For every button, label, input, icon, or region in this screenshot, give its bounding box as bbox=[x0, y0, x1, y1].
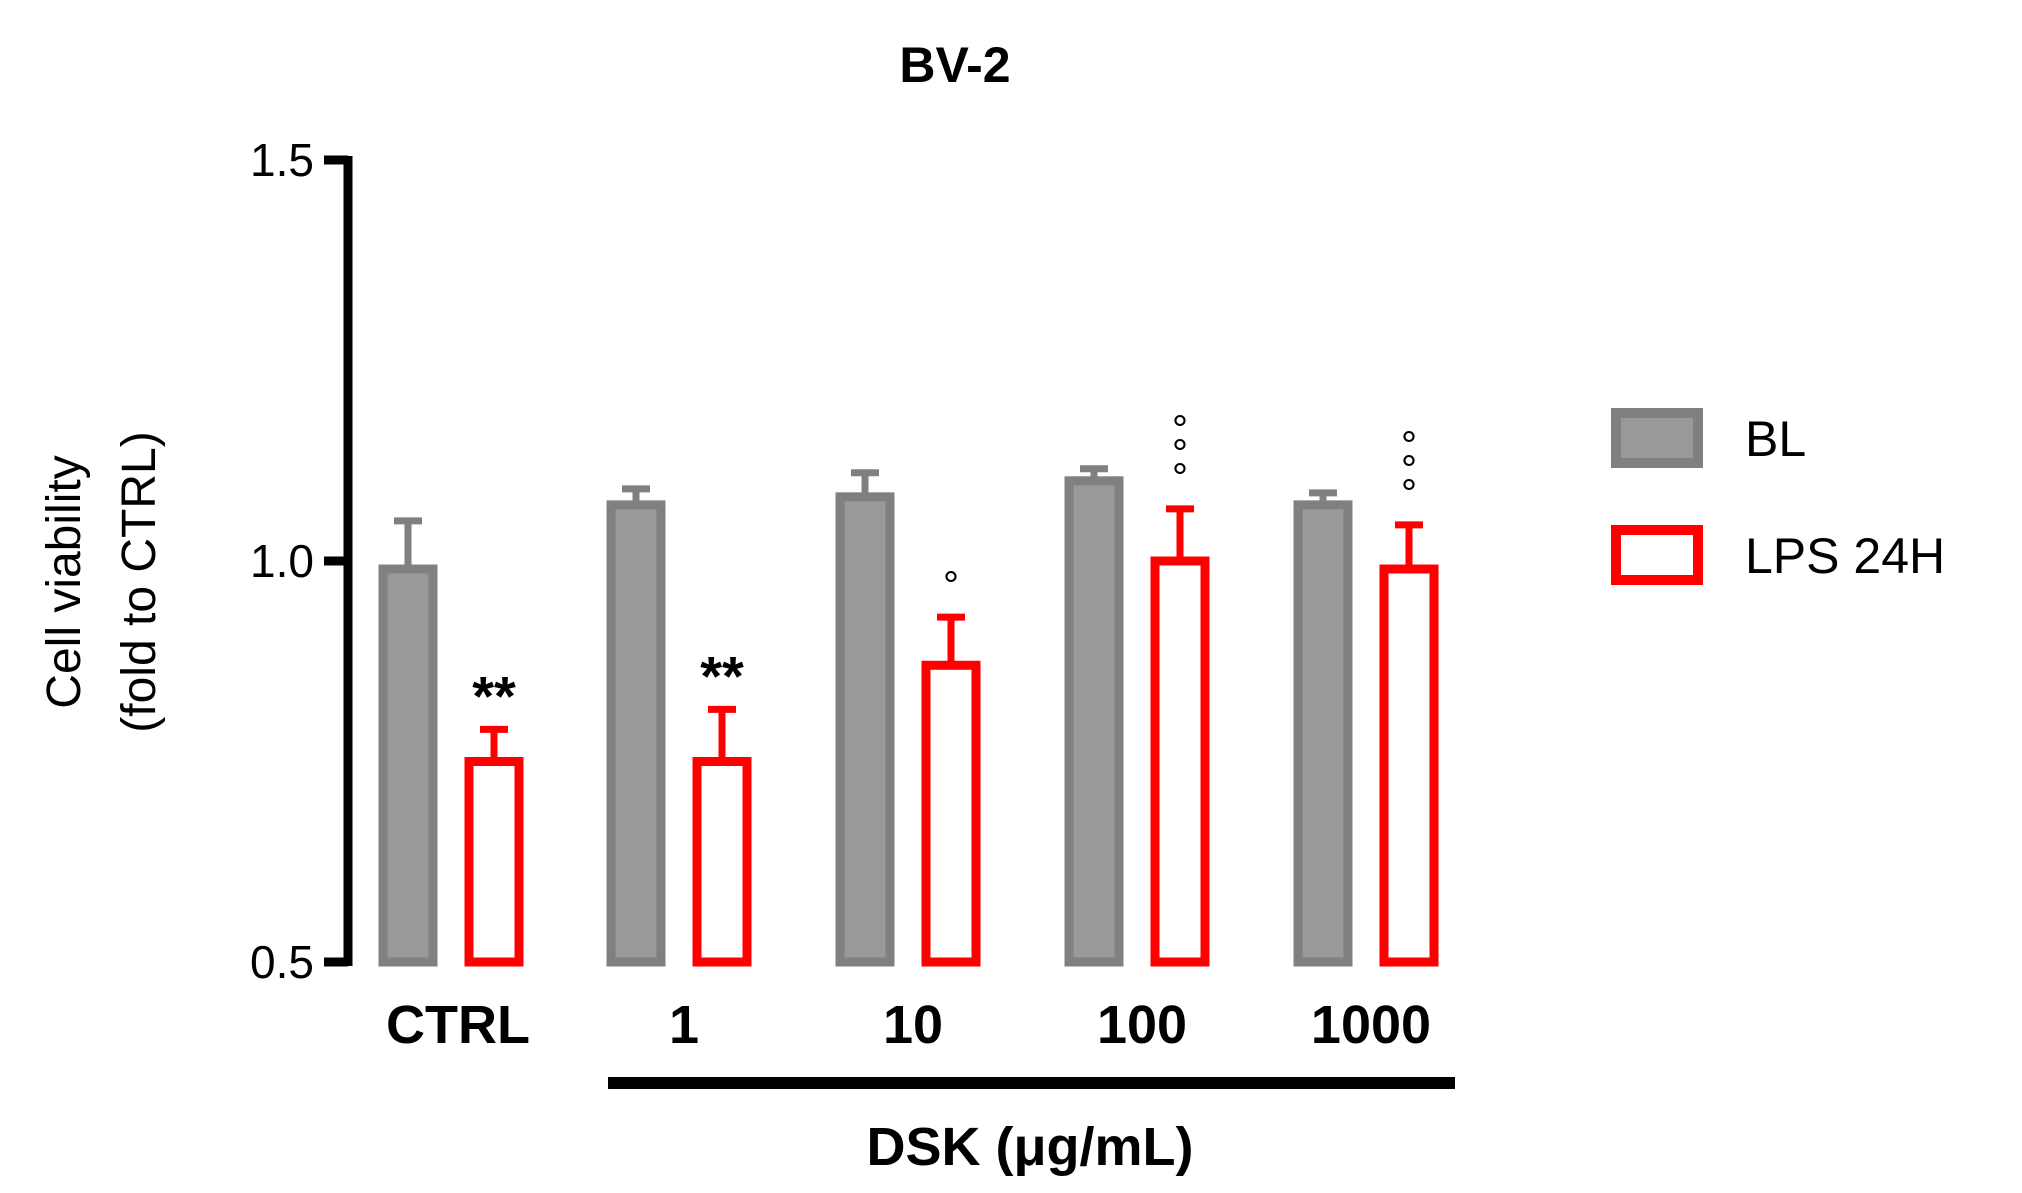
legend-label-lps-24h: LPS 24H bbox=[1745, 528, 1945, 584]
bar-lps-24h-0 bbox=[464, 757, 524, 967]
x-tick-label-1: 1 bbox=[669, 995, 699, 1055]
bar-lps-24h-4 bbox=[1379, 564, 1439, 967]
bar-bl-3 bbox=[1064, 476, 1124, 967]
y-tick-label-1: 1.0 bbox=[250, 535, 314, 587]
significance-2: ° bbox=[943, 564, 959, 608]
significance-mark: ° bbox=[1172, 456, 1188, 500]
significance-mark: ° bbox=[943, 564, 959, 608]
significance-mark: ° bbox=[1401, 448, 1417, 492]
x-axis-labels: CTRL 1 10 100 1000 bbox=[386, 995, 1431, 1055]
significance-mark: ° bbox=[1401, 424, 1417, 468]
chart-title: BV-2 bbox=[899, 37, 1010, 93]
bar-lps-24h-2 bbox=[921, 660, 981, 967]
significance-0: ** bbox=[472, 664, 516, 727]
y-axis-label-line2: (fold to CTRL) bbox=[113, 431, 166, 732]
significance-3: ° ° ° bbox=[1172, 408, 1188, 500]
bar-lps-24h-3 bbox=[1150, 556, 1210, 967]
bar-lps-24h-1 bbox=[692, 757, 752, 967]
y-tick-label-2: 1.5 bbox=[250, 134, 314, 186]
x-axis-group-label: DSK (μg/mL) bbox=[866, 1117, 1193, 1177]
bar-bl-0 bbox=[378, 564, 438, 967]
y-tick-label-0: 0.5 bbox=[250, 936, 314, 988]
significance-mark: ° bbox=[1172, 408, 1188, 452]
x-tick-label-0: CTRL bbox=[386, 995, 530, 1055]
bars: ** **°° ° °° ° ° bbox=[378, 408, 1439, 967]
x-tick-label-4: 1000 bbox=[1311, 995, 1431, 1055]
legend-swatch-bl bbox=[1611, 408, 1703, 468]
legend: BL LPS 24H bbox=[1611, 408, 1945, 585]
y-axis-label: Cell viability (fold to CTRL) bbox=[38, 431, 166, 732]
bar-bl-1 bbox=[606, 500, 666, 967]
x-tick-label-3: 100 bbox=[1097, 995, 1187, 1055]
bar-bl-2 bbox=[835, 492, 895, 967]
significance-1: ** bbox=[700, 644, 744, 707]
legend-swatch-lps-24h bbox=[1611, 525, 1703, 585]
significance-mark: ° bbox=[1401, 472, 1417, 516]
significance-4: ° ° ° bbox=[1401, 424, 1417, 516]
bar-bl-4 bbox=[1293, 500, 1353, 967]
y-axis: 0.5 1.0 1.5 bbox=[250, 134, 353, 988]
y-axis-label-line1: Cell viability bbox=[38, 455, 91, 708]
legend-label-bl: BL bbox=[1745, 411, 1806, 467]
x-tick-label-2: 10 bbox=[883, 995, 943, 1055]
significance-mark: ° bbox=[1172, 432, 1188, 476]
